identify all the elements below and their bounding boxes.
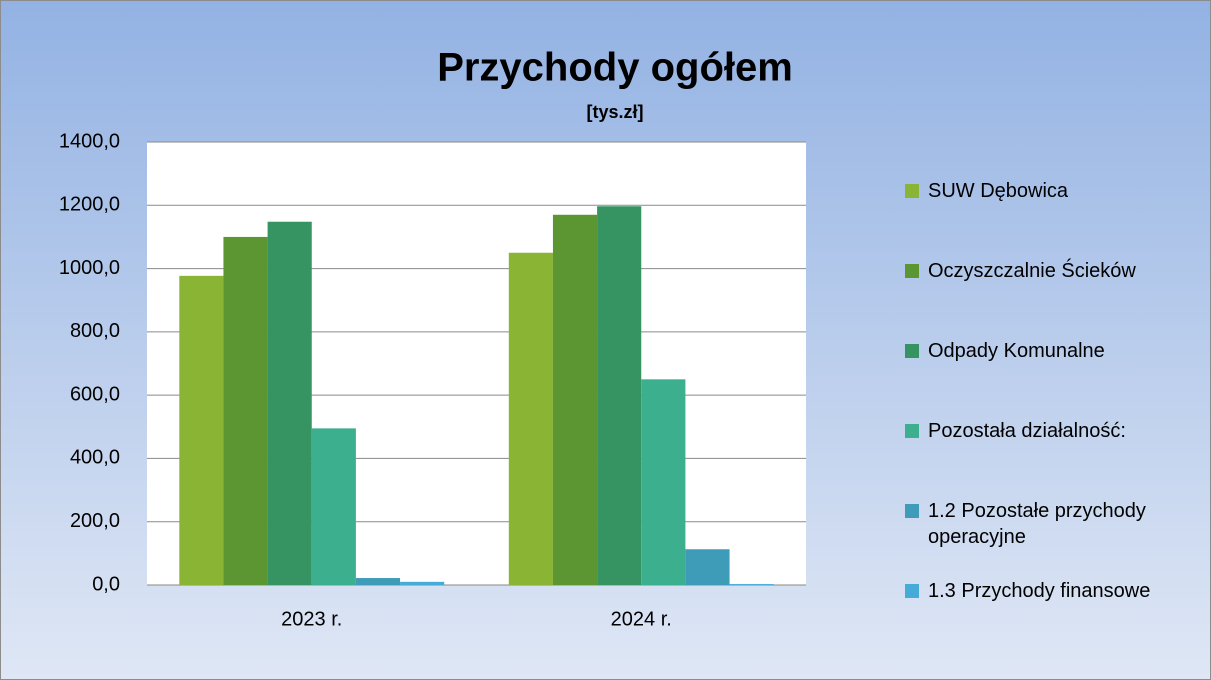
legend-label: Pozostała działalność: (928, 420, 1126, 442)
bar (685, 549, 730, 585)
legend-label: Oczyszczalnie Ścieków (928, 260, 1136, 282)
legend-swatch (905, 424, 919, 438)
legend-swatch (905, 584, 919, 598)
bar (267, 221, 312, 586)
y-tick-label: 800,0 (70, 320, 120, 342)
bar (355, 578, 401, 585)
bar (179, 275, 224, 585)
legend-swatch (905, 344, 919, 358)
bar (641, 379, 686, 585)
legend-label: SUW Dębowica (928, 180, 1069, 202)
legend-label: 1.3 Przychody finansowe (928, 580, 1151, 602)
legend-item: Oczyszczalnie Ścieków (905, 258, 1193, 284)
bar (597, 206, 642, 586)
bar (311, 428, 356, 585)
y-tick-label: 1000,0 (59, 257, 120, 279)
bar (729, 584, 774, 585)
y-tick-label: 1200,0 (59, 194, 120, 216)
bar (508, 252, 553, 585)
x-tick-label: 2024 r. (611, 608, 672, 630)
legend-swatch (905, 184, 919, 198)
y-tick-label: 400,0 (70, 447, 120, 469)
y-tick-label: 1400,0 (59, 130, 120, 152)
legend-swatch (905, 504, 919, 518)
legend-item: Pozostała działalność: (905, 418, 1193, 444)
legend-swatch (905, 264, 919, 278)
chart-title: Przychody ogółem (437, 46, 793, 90)
y-tick-label: 600,0 (70, 383, 120, 405)
legend-item: 1.3 Przychody finansowe (905, 578, 1193, 604)
legend-label: Odpady Komunalne (928, 340, 1105, 362)
bar (400, 581, 445, 585)
legend-label: 1.2 Pozostałe przychody operacyjne (928, 500, 1146, 548)
y-tick-label: 200,0 (70, 510, 120, 532)
bar (223, 236, 268, 585)
chart-subtitle: [tys.zł] (586, 102, 643, 122)
y-tick-label: 0,0 (92, 573, 120, 595)
legend-item: SUW Dębowica (905, 178, 1193, 204)
bar (552, 214, 598, 585)
legend-item: 1.2 Pozostałe przychody operacyjne (905, 498, 1193, 550)
x-tick-label: 2023 r. (281, 608, 342, 630)
legend-item: Odpady Komunalne (905, 338, 1193, 364)
